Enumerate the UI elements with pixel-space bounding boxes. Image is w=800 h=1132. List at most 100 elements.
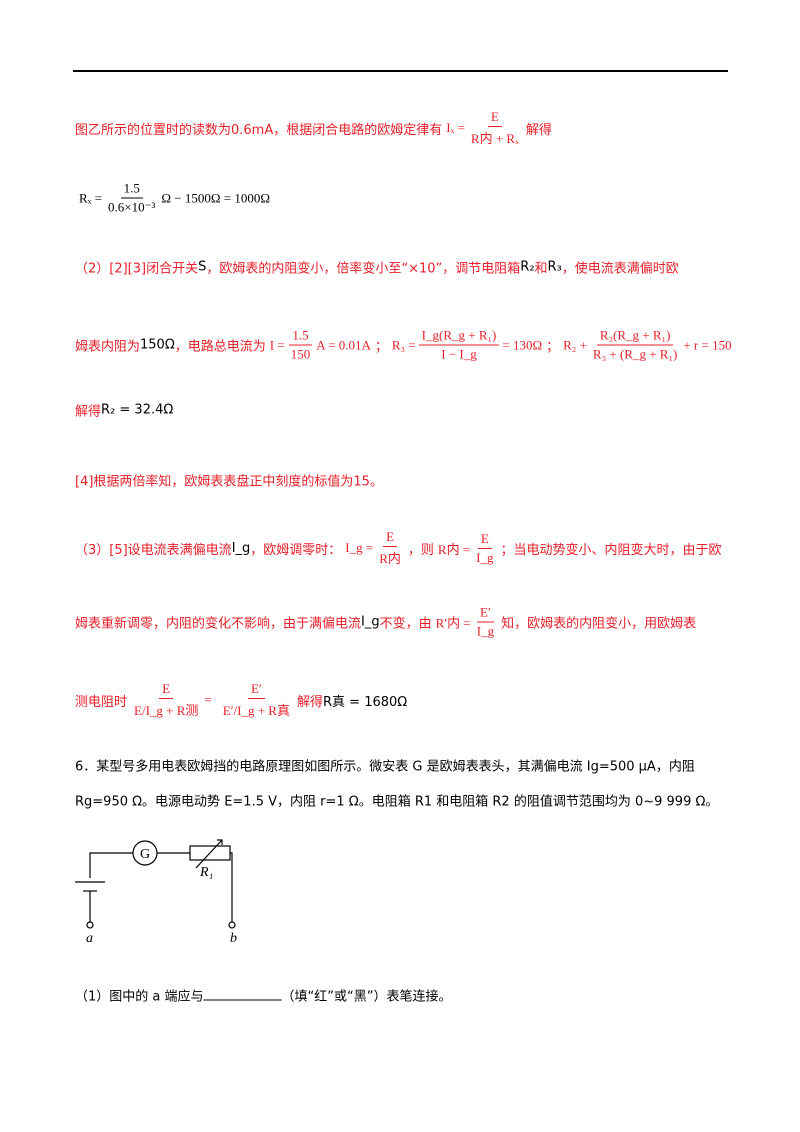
text-run: ，欧姆调零时：: [250, 542, 342, 558]
text-line: 姆表重新调零，内阻的变化不影响，由于满偏电流 I_g 不变，由 R′内 = E′ I_g 知…: [75, 605, 740, 640]
text-run: I_g: [361, 614, 380, 630]
formula: Rₓ = 1.5 0.6×10⁻³ Ω − 1500Ω = 1000Ω: [79, 181, 270, 216]
formula-lhs: I =: [269, 337, 285, 352]
text-line: 解得 R₂ = 32.4Ω: [75, 401, 740, 420]
formula-rhs: A = 0.01A: [316, 337, 371, 352]
denominator: E/I_g + R测: [134, 703, 199, 718]
fraction: E′ E′/I_g + R真: [220, 681, 293, 719]
text-run: （1）图中的 a 端应与: [75, 989, 204, 1005]
fraction: E I_g: [473, 531, 496, 566]
text-run: R₂: [520, 259, 535, 275]
text-run: （3）[5]设电流表满偏电流: [75, 542, 232, 558]
fraction: E R内 + Rₓ: [468, 109, 522, 147]
text-run: ；: [374, 339, 388, 355]
numerator: 1.5: [120, 181, 143, 199]
resistor-label: R₁: [199, 865, 213, 880]
answer-blank: ____________: [204, 988, 282, 1003]
denominator: 0.6×10⁻³: [108, 199, 156, 215]
formula: I_g = E R内: [345, 529, 404, 567]
formula: E E/I_g + R测 =: [131, 681, 212, 719]
numerator: E: [487, 109, 502, 127]
fraction: E R内: [376, 529, 404, 567]
formula: R₂ + R₃(R_g + R₁) R₃ + (R_g + R₁) + r = 150: [563, 328, 731, 363]
formula-rhs: Ω − 1500Ω = 1000Ω: [161, 190, 271, 205]
formula-lhs: R₂ +: [563, 337, 587, 352]
terminal-label: a: [86, 931, 93, 946]
numerator: 1.5: [289, 328, 312, 346]
text-line: 6．某型号多用电表欧姆挡的电路原理图如图所示。微安表 G 是欧姆表表头，其满偏电…: [75, 756, 740, 775]
formula: I = 1.5 150 A = 0.01A: [270, 328, 371, 363]
text-run: 知，欧姆表的内阻变小，用欧姆表: [501, 616, 697, 632]
text-line: Rₓ = 1.5 0.6×10⁻³ Ω − 1500Ω = 1000Ω: [75, 181, 740, 216]
text-run: R₃: [547, 259, 562, 275]
header-rule: [73, 70, 728, 72]
numerator: E′: [477, 605, 494, 623]
fraction: 1.5 0.6×10⁻³: [105, 181, 158, 216]
text-run: ，则: [407, 542, 434, 558]
fraction: I_g(R_g + R₁) I − I_g: [418, 328, 500, 363]
text-line: [4]根据两倍率知，欧姆表表盘正中刻度的标值为15。: [75, 471, 740, 490]
formula-rhs: =: [204, 692, 212, 707]
formula-lhs: Iₓ =: [446, 120, 465, 135]
text-line: 图乙所示的位置时的读数为0.6mA，根据闭合电路的欧姆定律有 Iₓ = E R内 + …: [75, 109, 740, 147]
text-run: ，使电流表满偏时欧: [561, 261, 679, 277]
formula-lhs: R′内 =: [435, 615, 471, 631]
text-line: （1）图中的 a 端应与____________（填“红”或“黑”）表笔连接。: [75, 986, 740, 1005]
galvanometer-label: G: [140, 847, 150, 862]
formula-lhs: Rₓ =: [79, 190, 103, 205]
text-line: Rg=950 Ω。电源电动势 E=1.5 V，内阻 r=1 Ω。电阻箱 R1 和…: [75, 791, 740, 810]
formula: R₃ = I_g(R_g + R₁) I − I_g = 130Ω: [392, 328, 542, 363]
formula: Iₓ = E R内 + Rₓ: [446, 109, 522, 147]
numerator: I_g(R_g + R₁): [418, 328, 500, 346]
terminal-label: b: [230, 931, 237, 946]
text-line: 测电阻时 E E/I_g + R测 = E′ E′/I_g + R真 解得 R真 = 1680…: [75, 681, 740, 719]
text-run: ；当电动势变小、内阻变大时，由于欧: [500, 542, 722, 558]
text-run: ；: [546, 339, 560, 355]
text-run: 姆表重新调零，内阻的变化不影响，由于满偏电流: [75, 616, 362, 632]
text-run: 姆表内阻为: [75, 339, 141, 355]
text-line: 姆表内阻为 150Ω ，电路总电流为 I = 1.5 150 A = 0.01A； R₃ = I…: [75, 328, 740, 363]
formula-lhs: R₃ =: [391, 337, 416, 352]
text-run: ，电路总电流为: [174, 339, 266, 355]
text-run: 解得: [525, 122, 552, 138]
denominator: I − I_g: [441, 346, 477, 362]
text-run: 不变，由: [379, 616, 432, 632]
text-run: Rg=950 Ω。电源电动势 E=1.5 V，内阻 r=1 Ω。电阻箱 R1 和…: [75, 794, 719, 810]
text-line: （3）[5]设电流表满偏电流 I_g ，欧姆调零时： I_g = E R内 ，则 R内 = E I…: [75, 529, 740, 567]
denominator: I_g: [476, 623, 495, 639]
denominator: I_g: [476, 549, 494, 565]
formula-lhs: I_g =: [345, 540, 374, 555]
text-run: 解得: [296, 694, 323, 710]
fraction: 1.5 150: [288, 328, 314, 363]
text-line: （2）[2][3]闭合开关 S ，欧姆表的内阻变小，倍率变小至“×10”，调节电阻箱…: [75, 258, 740, 277]
numerator: E: [477, 531, 492, 549]
fraction: E′ I_g: [474, 605, 497, 640]
denominator: R内: [379, 551, 401, 566]
text-run: ，欧姆表的内阻变小，倍率变小至“×10”，调节电阻箱: [206, 261, 521, 277]
text-run: 150Ω: [140, 337, 175, 353]
numerator: E: [159, 681, 174, 699]
text-run: R₂ = 32.4Ω: [101, 402, 174, 418]
formula: R内 = E I_g: [438, 531, 497, 566]
formula-rhs: = 130Ω: [502, 337, 543, 352]
denominator: R内 + Rₓ: [470, 131, 519, 146]
formula-lhs: R内 =: [437, 541, 471, 557]
numerator: E: [383, 529, 398, 547]
text-run: （2）[2][3]闭合开关: [75, 261, 199, 277]
fraction: E E/I_g + R测: [131, 681, 201, 719]
text-run: （填“红”或“黑”）表笔连接。: [281, 989, 452, 1005]
formula: R′内 = E′ I_g: [436, 605, 497, 640]
text-run: [4]根据两倍率知，欧姆表表盘正中刻度的标值为15。: [75, 474, 383, 490]
text-run: R真 = 1680Ω: [323, 694, 408, 710]
denominator: R₃ + (R_g + R₁): [592, 346, 678, 362]
text-run: I_g: [231, 540, 251, 556]
denominator: E′/I_g + R真: [222, 703, 290, 718]
text-run: 解得: [75, 404, 102, 420]
formula: E′ E′/I_g + R真: [220, 681, 293, 719]
text-run: 测电阻时: [75, 694, 128, 710]
text-run: S: [198, 259, 207, 275]
text-run: 和: [534, 261, 548, 277]
formula-rhs: + r = 150: [683, 337, 732, 352]
